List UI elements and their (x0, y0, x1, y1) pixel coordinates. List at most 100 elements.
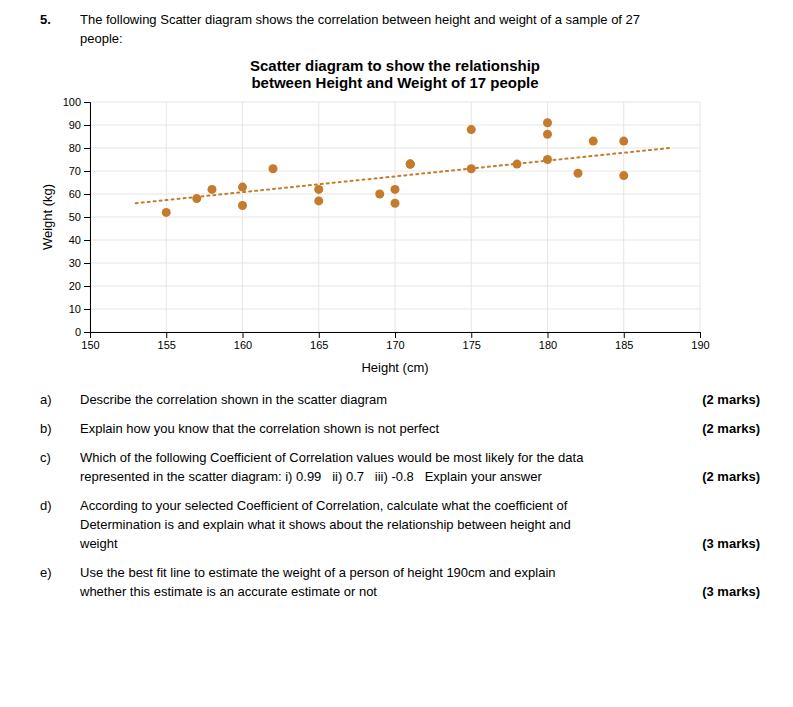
y-tick-label: 50 (69, 211, 81, 223)
y-tick: 10 (69, 303, 90, 315)
point (192, 194, 201, 203)
point (543, 155, 552, 164)
x-tick-label: 190 (691, 339, 709, 351)
y-grid-line (90, 125, 700, 126)
x-tick-label: 180 (539, 339, 557, 351)
y-tick-mark (84, 171, 90, 172)
text-line: represented in the scatter diagram: i) 0… (80, 469, 542, 484)
y-tick: 30 (69, 257, 90, 269)
question-label: d) (40, 498, 52, 513)
point (406, 160, 415, 169)
x-tick-label: 155 (158, 339, 176, 351)
question-marks: (2 marks) (702, 421, 760, 436)
x-tick-mark (624, 332, 625, 338)
y-axis-title: Weight (kg) (40, 184, 55, 250)
x-axis-line (91, 333, 701, 339)
y-tick-mark (84, 194, 90, 195)
text-line: whether this estimate is an accurate est… (79, 584, 377, 599)
question-marks: (3 marks) (702, 536, 760, 551)
y-tick-label: 90 (69, 119, 81, 131)
x-tick: 170 (386, 332, 404, 351)
y-tick-label: 100 (63, 96, 81, 108)
y-tick: 50 (69, 211, 90, 223)
point (406, 160, 415, 169)
point (467, 164, 476, 173)
x-tick-label: 150 (81, 339, 99, 351)
y-grid-line (90, 309, 700, 310)
y-tick-mark (84, 263, 90, 264)
point (406, 160, 415, 169)
text-line: Explain how you know that the correlatio… (80, 421, 440, 436)
x-tick-mark (319, 332, 320, 338)
text-line: people: (80, 31, 123, 46)
point (543, 118, 552, 127)
question-label: c) (40, 450, 51, 465)
point (162, 208, 171, 217)
title: Scatter diagram to show the relationship… (250, 57, 540, 91)
text-line: between Height and Weight of 17 people (251, 74, 538, 91)
y-axis-line (84, 103, 91, 333)
y-tick: 60 (69, 188, 90, 200)
y-tick-mark (84, 125, 90, 126)
y-tick-label: 80 (69, 142, 81, 154)
x-tick-label: 165 (310, 339, 328, 351)
y-axis: 0 10 20 30 40 50 60 70 80 90 100 (63, 96, 91, 338)
trend-line (136, 148, 670, 203)
question-text: Use the best fit line to estimate the we… (79, 565, 556, 599)
x-tick-label: 185 (615, 339, 633, 351)
x-tick: 190 (691, 332, 709, 351)
y-tick-label: 0 (75, 326, 81, 338)
y-tick-label: 70 (69, 165, 81, 177)
x-tick: 165 (310, 332, 328, 351)
question-text: Explain how you know that the correlatio… (80, 421, 440, 436)
point (543, 130, 552, 139)
point (269, 164, 278, 173)
text-line: Use the best fit line to estimate the we… (80, 565, 556, 580)
y-grid-line (90, 102, 700, 103)
x-tick: 160 (234, 332, 252, 351)
y-tick-mark (84, 148, 90, 149)
y-tick-mark (84, 309, 90, 310)
point (391, 185, 400, 194)
question-text: Describe the correlation shown in the sc… (80, 392, 387, 407)
x-tick: 175 (463, 332, 481, 351)
point (391, 199, 400, 208)
point (314, 196, 323, 205)
grid (90, 102, 700, 332)
question-number: 5. (40, 12, 51, 27)
x-axis-title: Height (cm) (361, 360, 428, 375)
x-tick-mark (166, 332, 167, 338)
y-grid-line (90, 171, 700, 172)
x-tick-label: 175 (463, 339, 481, 351)
text-line: The following Scatter diagram shows the … (80, 12, 640, 27)
y-tick-label: 10 (69, 303, 81, 315)
question-text: According to your selected Coefficient o… (79, 498, 571, 551)
x-tick-label: 170 (386, 339, 404, 351)
point (375, 190, 384, 199)
y-grid-line (90, 263, 700, 264)
y-tick-label: 30 (69, 257, 81, 269)
x-tick: 155 (158, 332, 176, 351)
x-tick-mark (548, 332, 549, 338)
question-marks: (2 marks) (702, 469, 760, 484)
chart: 5. The following Scatter diagram shows th… (0, 0, 793, 707)
point (208, 185, 217, 194)
text-line: According to your selected Coefficient o… (80, 498, 568, 513)
x-tick: 180 (539, 332, 557, 351)
y-tick-label: 20 (69, 280, 81, 292)
text-line: Which of the following Coefficient of Co… (80, 450, 584, 465)
text-line: weight (79, 536, 118, 551)
y-tick-label: 40 (69, 234, 81, 246)
question-label: b) (40, 421, 52, 436)
question-label: e) (40, 565, 52, 580)
point (619, 171, 628, 180)
point (619, 137, 628, 146)
point (513, 160, 522, 169)
y-tick: 100 (63, 96, 90, 108)
y-grid-line (90, 148, 700, 149)
question-marks: (2 marks) (702, 392, 760, 407)
point (467, 125, 476, 134)
point (574, 169, 583, 178)
point (238, 183, 247, 192)
question-text: The following Scatter diagram shows the … (80, 12, 640, 46)
